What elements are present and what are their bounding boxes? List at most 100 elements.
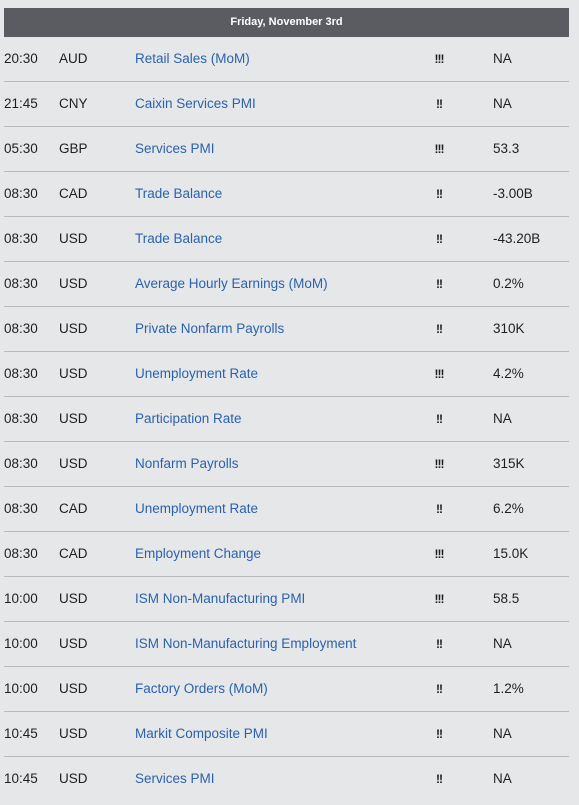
event-currency: GBP	[59, 141, 88, 156]
event-row: 20:30 AUD Retail Sales (MoM)!!! NA	[4, 37, 569, 82]
event-name-link[interactable]: Services PMI	[135, 771, 215, 786]
event-row: 21:45 CNY Caixin Services PMI!! NA	[4, 82, 569, 127]
impact-indicator: !!	[436, 97, 443, 111]
impact-indicator: !!!	[434, 457, 445, 471]
event-value: 58.5	[493, 591, 520, 606]
event-name-link[interactable]: ISM Non-Manufacturing PMI	[135, 591, 306, 606]
event-value: 315K	[493, 456, 525, 471]
impact-indicator: !!	[436, 682, 443, 696]
event-time: 08:30	[4, 321, 38, 336]
event-name-link[interactable]: Markit Composite PMI	[135, 726, 268, 741]
impact-indicator: !!!	[434, 592, 445, 606]
impact-indicator: !!	[436, 232, 443, 246]
event-currency: USD	[59, 771, 88, 786]
event-name-link[interactable]: Services PMI	[135, 141, 215, 156]
impact-indicator: !!!	[434, 52, 445, 66]
event-name-link[interactable]: Average Hourly Earnings (MoM)	[135, 276, 328, 291]
date-header: Friday, November 3rd	[4, 8, 569, 37]
event-currency: USD	[59, 591, 88, 606]
event-value: NA	[493, 726, 512, 741]
event-name-link[interactable]: Employment Change	[135, 546, 262, 561]
event-currency: USD	[59, 366, 88, 381]
event-row: 10:45 USD Services PMI!! NA	[4, 757, 569, 801]
event-time: 10:00	[4, 636, 38, 651]
event-currency: CAD	[59, 501, 88, 516]
impact-indicator: !!	[436, 277, 443, 291]
event-currency: USD	[59, 231, 88, 246]
event-time: 08:30	[4, 276, 38, 291]
impact-indicator: !!	[436, 412, 443, 426]
impact-indicator: !!	[436, 637, 443, 651]
event-name-link[interactable]: Unemployment Rate	[135, 366, 259, 381]
impact-indicator: !!	[436, 772, 443, 786]
event-row: 08:30 CAD Employment Change!!! 15.0K	[4, 532, 569, 577]
impact-indicator: !!!	[434, 367, 445, 381]
event-value: 6.2%	[493, 501, 524, 516]
event-value: -3.00B	[493, 186, 533, 201]
event-row: 08:30 USD Private Nonfarm Payrolls!! 310K	[4, 307, 569, 352]
event-time: 08:30	[4, 501, 38, 516]
event-row: 10:00 USD ISM Non-Manufacturing Employment…	[4, 622, 569, 667]
event-value: 310K	[493, 321, 525, 336]
economic-calendar: Friday, November 3rd 20:30 AUD Retail Sale…	[4, 8, 569, 801]
event-row: 08:30 USD Trade Balance!! -43.20B	[4, 217, 569, 262]
event-time: 21:45	[4, 96, 38, 111]
event-row: 08:30 CAD Unemployment Rate!! 6.2%	[4, 487, 569, 532]
event-row: 10:00 USD Factory Orders (MoM)!! 1.2%	[4, 667, 569, 712]
events-list: 20:30 AUD Retail Sales (MoM)!!! NA 21:45 CNY C…	[4, 37, 569, 801]
event-currency: USD	[59, 321, 88, 336]
event-name-link[interactable]: Retail Sales (MoM)	[135, 51, 250, 66]
event-time: 08:30	[4, 366, 38, 381]
impact-indicator: !!	[436, 727, 443, 741]
event-time: 10:45	[4, 771, 38, 786]
impact-indicator: !!	[436, 322, 443, 336]
event-name-link[interactable]: Private Nonfarm Payrolls	[135, 321, 285, 336]
impact-indicator: !!!	[434, 547, 445, 561]
impact-indicator: !!	[436, 187, 443, 201]
event-row: 08:30 CAD Trade Balance!! -3.00B	[4, 172, 569, 217]
event-value: 4.2%	[493, 366, 524, 381]
impact-indicator: !!!	[434, 142, 445, 156]
event-row: 10:00 USD ISM Non-Manufacturing PMI!!! 58.5	[4, 577, 569, 622]
event-time: 10:00	[4, 681, 38, 696]
event-name-link[interactable]: Unemployment Rate	[135, 501, 259, 516]
event-value: 1.2%	[493, 681, 524, 696]
event-time: 10:00	[4, 591, 38, 606]
event-value: NA	[493, 771, 512, 786]
event-currency: CAD	[59, 186, 88, 201]
event-name-link[interactable]: Trade Balance	[135, 186, 223, 201]
event-time: 08:30	[4, 231, 38, 246]
event-name-link[interactable]: Caixin Services PMI	[135, 96, 256, 111]
event-time: 08:30	[4, 456, 38, 471]
event-row: 08:30 USD Unemployment Rate!!! 4.2%	[4, 352, 569, 397]
event-time: 08:30	[4, 186, 38, 201]
event-row: 08:30 USD Average Hourly Earnings (MoM)!! 0…	[4, 262, 569, 307]
event-name-link[interactable]: Nonfarm Payrolls	[135, 456, 239, 471]
event-row: 10:45 USD Markit Composite PMI!! NA	[4, 712, 569, 757]
event-time: 20:30	[4, 51, 38, 66]
event-currency: AUD	[59, 51, 88, 66]
event-name-link[interactable]: Trade Balance	[135, 231, 223, 246]
event-value: 53.3	[493, 141, 520, 156]
event-currency: CAD	[59, 546, 88, 561]
event-currency: USD	[59, 411, 88, 426]
event-value: NA	[493, 411, 512, 426]
event-time: 08:30	[4, 411, 38, 426]
event-value: 15.0K	[493, 546, 529, 561]
event-time: 08:30	[4, 546, 38, 561]
event-value: 0.2%	[493, 276, 524, 291]
event-row: 08:30 USD Nonfarm Payrolls!!! 315K	[4, 442, 569, 487]
impact-indicator: !!	[436, 502, 443, 516]
event-value: -43.20B	[493, 231, 541, 246]
event-row: 08:30 USD Participation Rate!! NA	[4, 397, 569, 442]
event-time: 05:30	[4, 141, 38, 156]
event-name-link[interactable]: ISM Non-Manufacturing Employment	[135, 636, 357, 651]
event-row: 05:30 GBP Services PMI!!! 53.3	[4, 127, 569, 172]
event-value: NA	[493, 96, 512, 111]
event-currency: USD	[59, 681, 88, 696]
event-time: 10:45	[4, 726, 38, 741]
event-name-link[interactable]: Factory Orders (MoM)	[135, 681, 268, 696]
event-currency: USD	[59, 276, 88, 291]
event-currency: USD	[59, 456, 88, 471]
event-name-link[interactable]: Participation Rate	[135, 411, 242, 426]
